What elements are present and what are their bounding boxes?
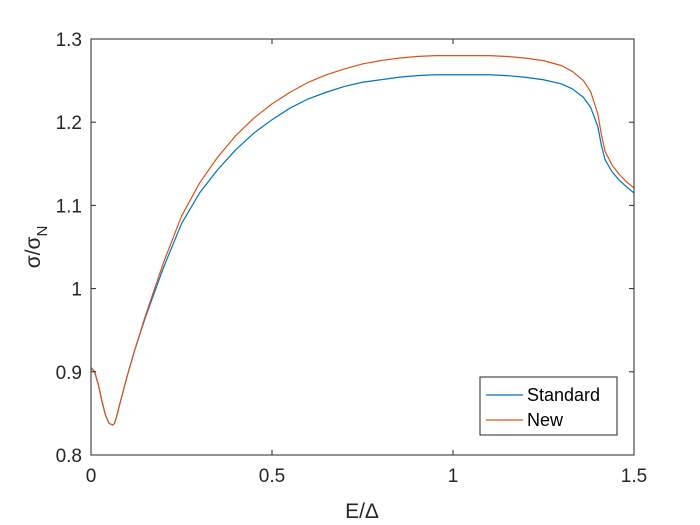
legend-box — [479, 376, 618, 436]
y-tick-label: 1.2 — [56, 113, 82, 134]
y-axis-label: σ/σN — [22, 226, 51, 269]
plot-frame — [90, 38, 635, 456]
series-layer — [90, 55, 635, 426]
legend: Standard New — [479, 376, 618, 436]
y-tick-label: 1 — [71, 280, 82, 301]
x-tick-label: 1.5 — [621, 466, 647, 487]
svg-text:σ/σN: σ/σN — [22, 226, 51, 269]
legend-label-standard: Standard — [527, 385, 600, 405]
x-tick-label: 0.5 — [259, 466, 285, 487]
y-tick-label: 1.3 — [56, 30, 82, 51]
y-tick-label: 0.9 — [56, 363, 82, 384]
series-line-new — [90, 55, 635, 426]
y-tick-label: 1.1 — [56, 196, 82, 217]
x-tick-label: 0 — [86, 466, 97, 487]
ticks-layer: 0 0.5 1 1.5 0.8 0.9 1 1.1 1.2 1.3 — [56, 30, 648, 487]
y-axis-label-subscript: N — [34, 226, 51, 237]
y-tick-label: 0.8 — [56, 446, 82, 467]
x-axis-label: E/Δ — [345, 500, 379, 523]
y-axis-label-base: σ/σ — [22, 237, 45, 269]
legend-label-new: New — [527, 410, 564, 430]
x-tick-label: 1 — [448, 466, 459, 487]
